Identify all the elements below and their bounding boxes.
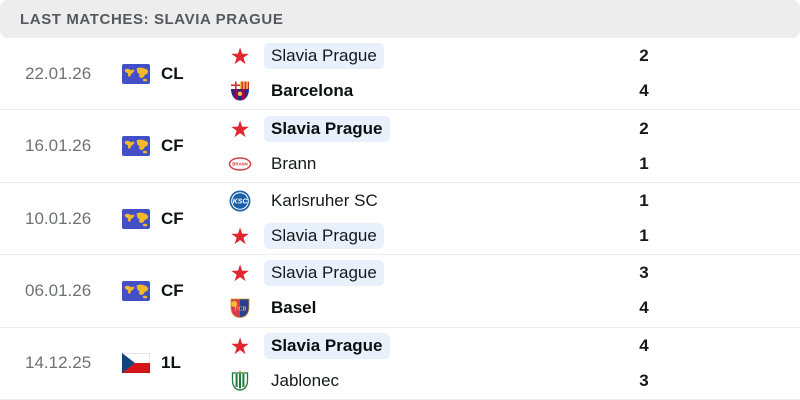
teams-and-scores: ★ Slavia Prague 2 bbox=[227, 38, 800, 109]
match-row[interactable]: 06.01.26 CF ★ Slavia Prague 3 bbox=[0, 255, 800, 328]
widget-title: LAST MATCHES: SLAVIA PRAGUE bbox=[20, 10, 284, 28]
match-date: 22.01.26 bbox=[25, 63, 92, 83]
match-date: 14.12.25 bbox=[25, 353, 92, 373]
home-score: 3 bbox=[639, 263, 649, 283]
karlsruher-crest-icon: KSC bbox=[227, 188, 253, 214]
away-score: 4 bbox=[639, 298, 649, 318]
svg-text:FCB: FCB bbox=[234, 307, 246, 313]
team-name: Barcelona bbox=[271, 81, 354, 101]
team-name: Brann bbox=[271, 153, 317, 173]
teams-and-scores: KSC Karlsruher SC 1 ★ Slavia Prague 1 bbox=[227, 183, 800, 254]
away-team-line: Barcelona 4 bbox=[227, 74, 655, 108]
home-score: 2 bbox=[639, 118, 649, 138]
widget-header: LAST MATCHES: SLAVIA PRAGUE bbox=[0, 0, 800, 38]
teams-and-scores: ★ Slavia Prague 4 bbox=[227, 328, 800, 399]
home-score: 1 bbox=[639, 190, 649, 210]
teams-and-scores: ★ Slavia Prague 2 BRANN Brann 1 bbox=[227, 110, 800, 181]
competition: CL bbox=[122, 63, 227, 84]
away-team-line: BRANN Brann 1 bbox=[227, 147, 655, 181]
brann-crest-icon: BRANN bbox=[227, 151, 253, 177]
match-row[interactable]: 10.01.26 CF KSC bbox=[0, 182, 800, 256]
away-score: 1 bbox=[639, 226, 649, 246]
slavia-star-icon: ★ bbox=[229, 43, 251, 70]
competition: 1L bbox=[122, 353, 227, 374]
slavia-star-icon: ★ bbox=[229, 223, 251, 250]
competition: CF bbox=[122, 136, 227, 157]
home-score: 2 bbox=[639, 46, 649, 66]
slavia-star-icon: ★ bbox=[229, 260, 251, 287]
barcelona-crest-icon bbox=[227, 78, 253, 104]
match-date: 16.01.26 bbox=[25, 136, 92, 156]
home-team-line: ★ Slavia Prague 2 bbox=[227, 39, 655, 73]
away-score: 1 bbox=[639, 153, 649, 173]
slavia-star-icon: ★ bbox=[229, 115, 251, 142]
match-row[interactable]: 22.01.26 CL ★ Slavia Prague 2 bbox=[0, 38, 800, 111]
competition-label: CF bbox=[161, 280, 184, 300]
match-date: 10.01.26 bbox=[25, 208, 92, 228]
world-map-flag-icon bbox=[122, 136, 150, 157]
away-team-line: FCB Basel 4 bbox=[227, 291, 655, 325]
match-row[interactable]: 16.01.26 CF ★ Slavia Prague 2 bbox=[0, 110, 800, 183]
team-name: Jablonec bbox=[271, 370, 340, 390]
world-map-flag-icon bbox=[122, 208, 150, 229]
competition-label: CL bbox=[161, 63, 184, 83]
world-map-flag-icon bbox=[122, 63, 150, 84]
svg-text:KSC: KSC bbox=[233, 199, 249, 206]
slavia-star-icon: ★ bbox=[229, 332, 251, 359]
team-name: Slavia Prague bbox=[264, 332, 390, 359]
czech-flag-icon bbox=[122, 353, 150, 374]
competition-label: CF bbox=[161, 136, 184, 156]
team-name: Karlsruher SC bbox=[271, 190, 378, 210]
away-score: 4 bbox=[639, 81, 649, 101]
away-score: 3 bbox=[639, 370, 649, 390]
match-row[interactable]: 14.12.25 1L ★ Slavia Prague 4 bbox=[0, 327, 800, 400]
match-list: 22.01.26 CL ★ Slavia Prague 2 bbox=[0, 38, 800, 400]
home-score: 4 bbox=[639, 335, 649, 355]
competition-label: CF bbox=[161, 208, 184, 228]
svg-text:BRANN: BRANN bbox=[232, 161, 248, 166]
competition-label: 1L bbox=[161, 353, 181, 373]
basel-crest-icon: FCB bbox=[227, 295, 253, 321]
home-team-line: KSC Karlsruher SC 1 bbox=[227, 184, 655, 218]
team-name: Slavia Prague bbox=[264, 43, 384, 70]
home-team-line: ★ Slavia Prague 3 bbox=[227, 256, 655, 290]
competition: CF bbox=[122, 208, 227, 229]
team-name: Slavia Prague bbox=[264, 223, 384, 250]
team-name: Slavia Prague bbox=[264, 115, 390, 142]
competition: CF bbox=[122, 280, 227, 301]
team-name: Basel bbox=[271, 298, 317, 318]
teams-and-scores: ★ Slavia Prague 3 FCB bbox=[227, 255, 800, 326]
jablonec-crest-icon bbox=[227, 368, 253, 394]
world-map-flag-icon bbox=[122, 280, 150, 301]
team-name: Slavia Prague bbox=[264, 260, 384, 287]
away-team-line: ★ Slavia Prague 1 bbox=[227, 219, 655, 253]
home-team-line: ★ Slavia Prague 4 bbox=[227, 329, 655, 363]
away-team-line: Jablonec 3 bbox=[227, 364, 655, 398]
home-team-line: ★ Slavia Prague 2 bbox=[227, 112, 655, 146]
match-date: 06.01.26 bbox=[25, 280, 92, 300]
